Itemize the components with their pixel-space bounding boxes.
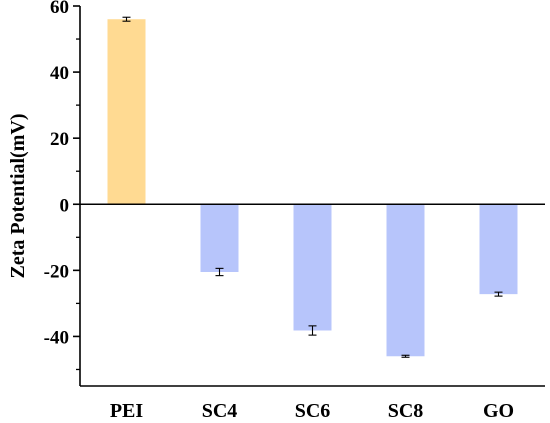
x-tick-label-sc8: SC8 [388, 400, 424, 422]
bar-sc8 [386, 204, 425, 357]
error-bar-sc4 [215, 267, 224, 277]
y-tick-label: 60 [50, 0, 69, 18]
error-bar-sc8 [401, 354, 410, 358]
error-bars-layer [122, 16, 503, 358]
x-tick-label-sc4: SC4 [202, 400, 238, 422]
bar-sc4 [200, 204, 239, 272]
bars-layer [107, 19, 518, 357]
bar-go [479, 204, 518, 295]
bar-sc6 [293, 204, 332, 331]
x-tick-label-go: GO [483, 400, 514, 422]
x-tick-label-sc6: SC6 [295, 400, 331, 422]
y-tick-label: 40 [50, 63, 69, 84]
error-bar-go [494, 291, 503, 297]
y-tick-label: -20 [44, 261, 69, 282]
y-tick-label: 0 [60, 195, 70, 216]
x-tick-label-pei: PEI [110, 400, 144, 422]
x-tick-labels: PEI SC4 SC6 SC8 GO [110, 400, 514, 422]
y-ticks: 60 40 20 0 -20 -40 [44, 0, 80, 371]
bar-pei [107, 19, 146, 205]
error-bar-sc6 [308, 325, 317, 336]
y-axis-title: Zeta Potential(mV) [7, 114, 29, 279]
y-tick-label: -40 [44, 327, 69, 348]
error-bar-pei [122, 16, 131, 22]
y-tick-label: 20 [50, 129, 69, 150]
